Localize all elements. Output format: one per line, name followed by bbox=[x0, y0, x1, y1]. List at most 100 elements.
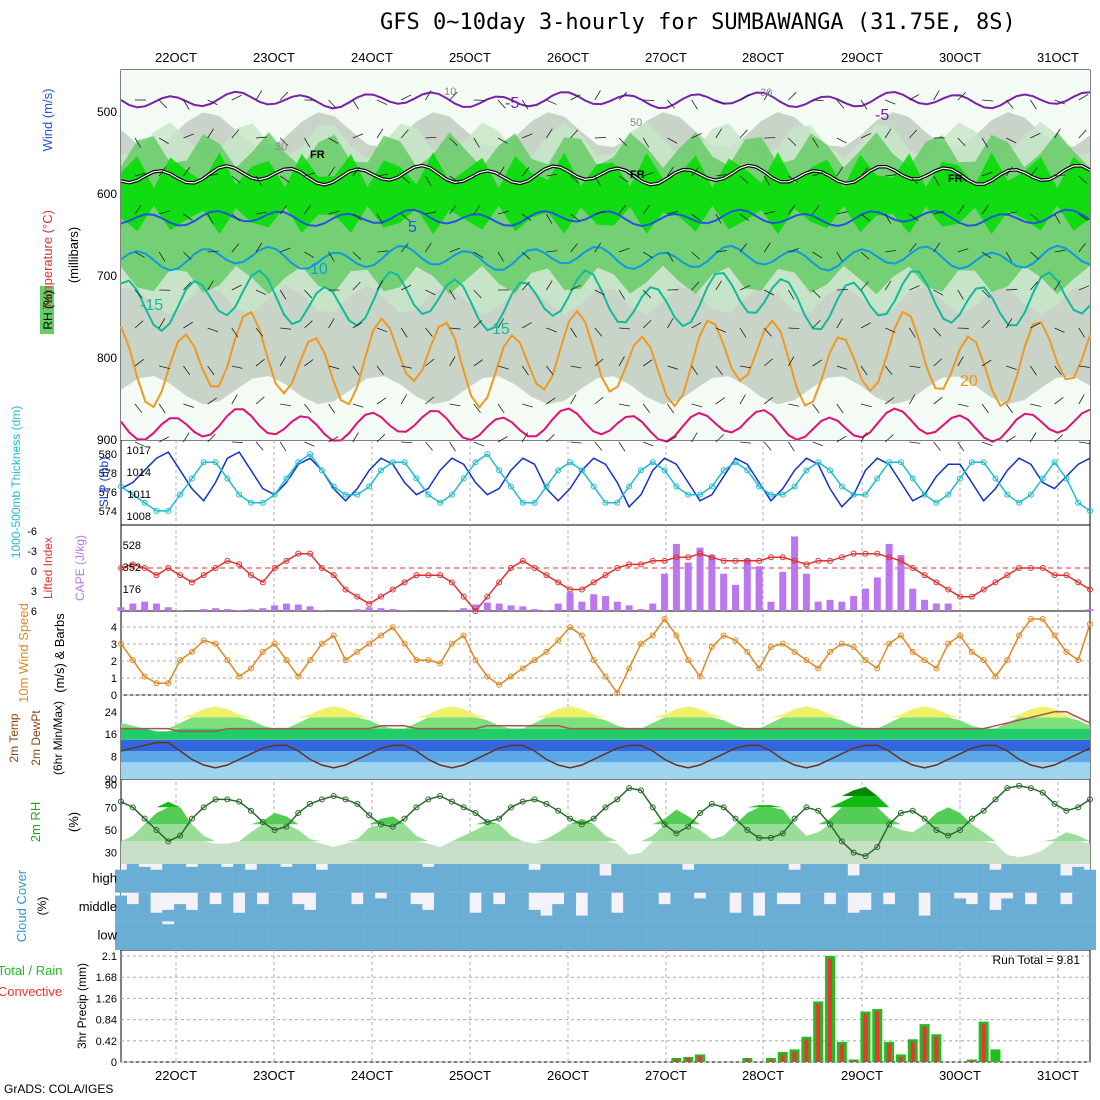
cloud-bar-low bbox=[1001, 921, 1014, 950]
wind-barb bbox=[618, 327, 630, 330]
li-point bbox=[401, 579, 408, 586]
wind-barb bbox=[255, 175, 262, 186]
precip-tick: 1.68 bbox=[96, 972, 117, 984]
wind-speed-point bbox=[129, 657, 136, 664]
wind-barb bbox=[1054, 327, 1065, 333]
cloud-bar-high bbox=[965, 864, 978, 893]
rh2m-point bbox=[957, 827, 964, 833]
wind-barb bbox=[376, 128, 384, 139]
cloud-bar-middle bbox=[729, 912, 742, 922]
rh2m-point bbox=[732, 815, 739, 822]
wind-barb bbox=[739, 129, 748, 139]
cloud-bar-high bbox=[1072, 866, 1085, 893]
wind-barb bbox=[473, 441, 485, 447]
thickness-point bbox=[992, 475, 999, 482]
wind-barb bbox=[691, 213, 701, 221]
cloud-bar-middle bbox=[812, 892, 825, 922]
upper-ytick: 600 bbox=[97, 187, 117, 201]
contour-label: 5 bbox=[408, 219, 417, 236]
wind-barb bbox=[1054, 128, 1061, 139]
wind-barb bbox=[884, 365, 893, 375]
wind-barb bbox=[400, 175, 410, 184]
wind-barb bbox=[352, 365, 360, 376]
cloud-bar-middle bbox=[918, 915, 931, 922]
run-total: Run Total = 9.81 bbox=[992, 953, 1080, 967]
cloud-bar-high bbox=[398, 864, 411, 893]
cloud-bar-high bbox=[445, 864, 458, 893]
wind-barb bbox=[1078, 327, 1085, 338]
wind-barb bbox=[981, 403, 989, 414]
wind-barb bbox=[521, 251, 531, 260]
li-point bbox=[342, 586, 349, 593]
cloud-bar-middle bbox=[1024, 904, 1037, 922]
wind-barb bbox=[425, 396, 435, 405]
cape-bar bbox=[389, 609, 397, 611]
temp2m-line bbox=[120, 741, 1091, 769]
cape-bar bbox=[472, 604, 480, 611]
cape-bar bbox=[661, 573, 669, 611]
rh2m-point bbox=[933, 827, 940, 833]
wind-barb bbox=[207, 250, 219, 253]
wind-barb bbox=[618, 289, 626, 300]
wind-barb bbox=[860, 403, 872, 408]
wind-speed-point bbox=[247, 665, 254, 672]
thickness-point bbox=[590, 483, 597, 490]
thickness-point bbox=[637, 467, 644, 474]
wind-speed-point bbox=[637, 640, 644, 647]
wind-speed-point bbox=[307, 657, 314, 664]
precip-label-axis: 3hr Precip (mm) bbox=[75, 963, 89, 1049]
wind-barb bbox=[255, 211, 267, 215]
date-label-top: 22OCT bbox=[155, 50, 197, 65]
cloud-bar-high bbox=[575, 864, 588, 893]
wind-barb bbox=[570, 213, 580, 222]
wind-speed-point bbox=[318, 640, 325, 647]
wind-barb bbox=[618, 441, 626, 452]
cloud-bar-low bbox=[256, 921, 269, 950]
cloud-bar-middle bbox=[717, 892, 730, 922]
wind-barb bbox=[522, 133, 533, 139]
thickness-point bbox=[578, 467, 585, 474]
wind-barb bbox=[1030, 403, 1042, 407]
wind-barb bbox=[909, 327, 916, 338]
wind-barb bbox=[449, 247, 461, 253]
cloud-bar-high bbox=[764, 864, 777, 893]
rh2m-point bbox=[697, 810, 704, 816]
wind-barb bbox=[860, 167, 869, 177]
li-point bbox=[519, 557, 526, 564]
wind-barb bbox=[788, 92, 797, 101]
wind-barb bbox=[159, 436, 170, 443]
cloud-bar-high bbox=[315, 869, 328, 893]
wind-barb bbox=[957, 356, 964, 367]
precip-conv-bar bbox=[745, 1058, 750, 1062]
wind-barb bbox=[957, 441, 965, 452]
cloud-bar-low bbox=[977, 921, 990, 950]
cape-bar bbox=[495, 603, 503, 611]
wind-barb bbox=[546, 173, 558, 177]
wind-speed-point bbox=[1016, 632, 1023, 639]
wind-barb bbox=[570, 129, 579, 139]
wind-tick: 1 bbox=[111, 673, 117, 685]
cloud-bar-low bbox=[658, 921, 671, 950]
cloud-bar-high bbox=[824, 864, 837, 893]
wind-barb bbox=[933, 396, 943, 405]
thickness-point bbox=[756, 483, 763, 490]
cape-bar bbox=[944, 603, 952, 611]
thickness-point bbox=[661, 467, 668, 474]
thickness-point bbox=[543, 483, 550, 490]
cloud-bar-low bbox=[434, 921, 447, 950]
cloud-bar-middle bbox=[280, 892, 293, 922]
date-label-top: 31OCT bbox=[1037, 50, 1079, 65]
wind-speed-point bbox=[732, 637, 739, 644]
cloud-bar-middle bbox=[268, 892, 281, 922]
cloud-bar-high bbox=[304, 864, 317, 893]
wind-barb bbox=[376, 99, 388, 105]
li-point bbox=[590, 579, 597, 586]
cloud-bar-middle bbox=[233, 912, 246, 922]
wind-speed-point bbox=[791, 648, 798, 655]
rh2m-point bbox=[188, 815, 195, 822]
cloud-bar-middle bbox=[185, 909, 198, 922]
cloud-bar-low bbox=[930, 921, 943, 950]
precip-conv-bar bbox=[686, 1057, 691, 1062]
wind-barb bbox=[812, 403, 820, 414]
wind-barb bbox=[352, 281, 361, 291]
